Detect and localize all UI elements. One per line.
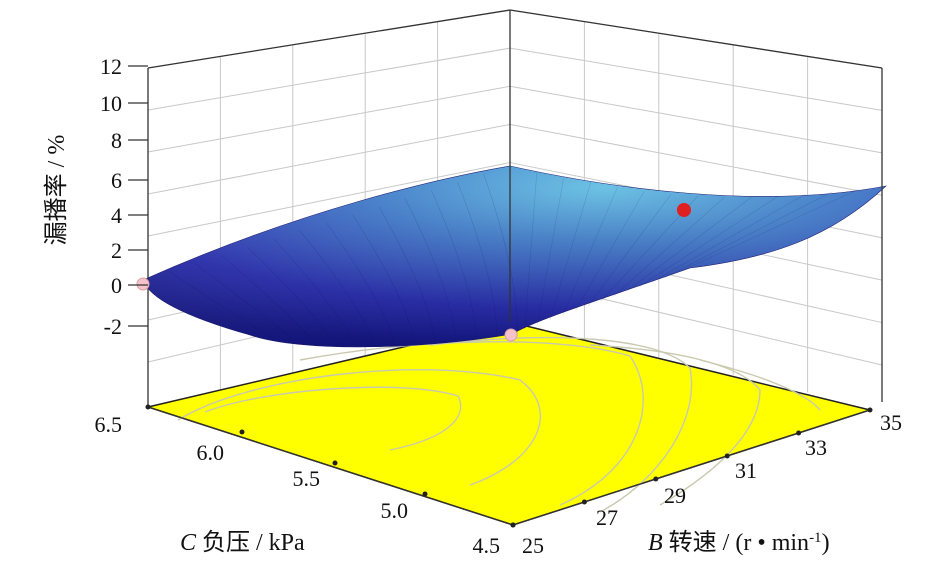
c-axis-label: C 负压 / kPa: [180, 529, 305, 556]
b-tick-mark: [653, 476, 659, 482]
c-tick-label: 5.0: [381, 498, 409, 523]
c-tick-mark: [422, 491, 428, 497]
mesh-line: [562, 187, 618, 316]
z-tick-label: -2: [104, 314, 122, 339]
mesh-line: [613, 196, 726, 297]
design-point-pink-front: [504, 328, 518, 342]
mesh-line: [378, 206, 436, 342]
b-axis-label-var: B: [648, 530, 663, 556]
mesh-line: [664, 191, 833, 278]
b-tick-mark: [724, 453, 730, 459]
c-axis: 4.5 5.0 5.5 6.0 6.5: [95, 404, 516, 558]
contour-line: [177, 369, 542, 486]
b-tick-label: 27: [596, 505, 618, 530]
mesh-line: [326, 222, 395, 343]
c-tick-label: 5.5: [293, 466, 321, 491]
box-edges: [147, 9, 883, 407]
c-axis-label-text: 负压 / kPa: [196, 529, 305, 556]
b-axis: 25 27 29 31 33 35: [510, 407, 902, 558]
z-axis: 12 10 8 6 4 2 0 -2: [100, 54, 148, 339]
mesh-line: [549, 182, 591, 320]
z-tick-label: 8: [111, 128, 122, 153]
grid-line-left-wall: [147, 162, 511, 237]
mesh-line: [169, 271, 271, 337]
grid-line-left-wall: [147, 47, 511, 111]
b-tick-label: 29: [664, 483, 686, 508]
mesh-line: [221, 255, 312, 340]
b-tick-mark: [796, 430, 802, 436]
z-tick-label: 12: [100, 54, 122, 79]
b-tick-label: 33: [805, 435, 827, 460]
b-tick-mark: [867, 407, 873, 413]
mesh-line: [195, 263, 292, 339]
mesh-line: [404, 198, 457, 341]
edge-top-left: [147, 9, 511, 69]
mesh-line: [431, 190, 477, 340]
c-tick-label: 6.0: [197, 440, 225, 465]
b-axis-label-sup: -1: [809, 530, 822, 546]
b-tick-label: 31: [735, 458, 757, 483]
z-tick-label: 2: [111, 238, 122, 263]
contour-line: [589, 344, 761, 506]
design-point-pink-left: [136, 277, 150, 291]
b-tick-mark: [510, 522, 516, 528]
contour-line: [699, 359, 821, 411]
z-tick-label: 10: [100, 91, 122, 116]
mesh-line: [247, 247, 333, 342]
contour-line: [204, 386, 462, 451]
b-tick-label: 35: [880, 410, 902, 435]
edge-top-right: [509, 9, 883, 69]
b-axis-line: [512, 409, 871, 526]
mesh-line: [300, 230, 374, 343]
b-axis-label-text: 转速 / (r • min: [663, 529, 809, 556]
z-tick-label: 4: [111, 203, 122, 228]
mesh-line: [273, 239, 354, 342]
z-axis-label: 漏播率 / %: [43, 135, 70, 246]
grid-line-left-wall: [147, 123, 511, 195]
contour-floor: [145, 321, 873, 526]
b-axis-label: B 转速 / (r • min-1): [648, 529, 830, 556]
design-point-red: [677, 203, 691, 217]
mesh-line: [677, 188, 860, 273]
c-axis-line: [147, 406, 514, 526]
c-tick-label: 6.5: [95, 412, 123, 437]
z-tick-label: 6: [111, 168, 122, 193]
mesh-line: [537, 177, 565, 325]
c-tick-mark: [332, 460, 338, 466]
grid-line-right-wall: [509, 85, 883, 154]
mesh-line: [626, 196, 752, 292]
c-tick-mark: [239, 429, 245, 435]
surface-shading: [143, 166, 886, 347]
mesh-line: [651, 193, 806, 283]
grid-line-left-wall: [147, 85, 511, 153]
grid-line-right-wall: [509, 123, 883, 196]
b-axis-label-end: ): [822, 530, 830, 556]
b-tick-mark: [581, 499, 587, 505]
c-tick-label: 4.5: [473, 533, 501, 558]
mesh-line: [575, 191, 645, 311]
c-tick-mark: [145, 404, 151, 410]
grid-line-right-wall: [509, 47, 883, 111]
mesh-line: [352, 214, 415, 343]
z-tick-label: 0: [111, 273, 122, 298]
mesh-line: [524, 171, 538, 330]
c-axis-label-var: C: [180, 530, 197, 556]
contour-line: [299, 341, 644, 506]
mesh-line: [638, 195, 779, 288]
floor-contours: [177, 336, 821, 513]
b-tick-label: 25: [522, 533, 544, 558]
contour-line: [429, 336, 693, 513]
mesh-line: [457, 182, 498, 338]
mesh-line: [588, 193, 672, 306]
